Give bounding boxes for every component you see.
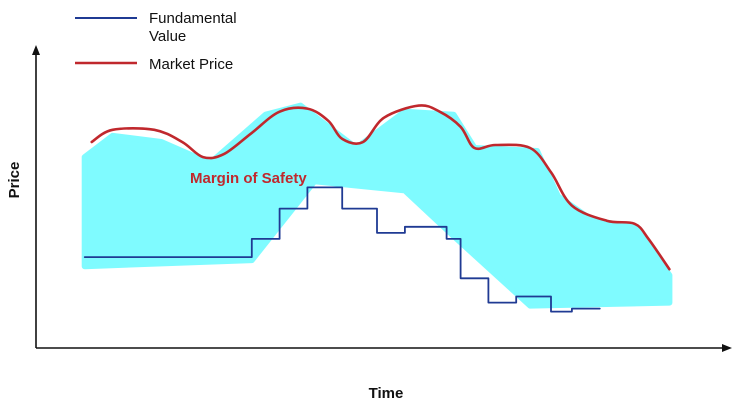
x-axis-arrow: [722, 344, 732, 352]
series-line-market-price: [90, 104, 671, 271]
y-axis-arrow: [32, 45, 40, 55]
margin-of-safety-area: [81, 102, 673, 309]
series-line-fundamental-value: [83, 186, 601, 313]
margin-of-safety-label: Margin of Safety: [190, 170, 307, 187]
legend-label-fundamental: Fundamental: [149, 10, 237, 27]
plot-area: [81, 102, 673, 313]
x-axis-label: Time: [369, 385, 404, 402]
legend-label-fundamental-line2: Value: [149, 28, 186, 45]
y-axis-label: Price: [6, 162, 23, 199]
legend: Fundamental Value Market Price: [75, 10, 237, 73]
legend-label-market: Market Price: [149, 56, 233, 73]
